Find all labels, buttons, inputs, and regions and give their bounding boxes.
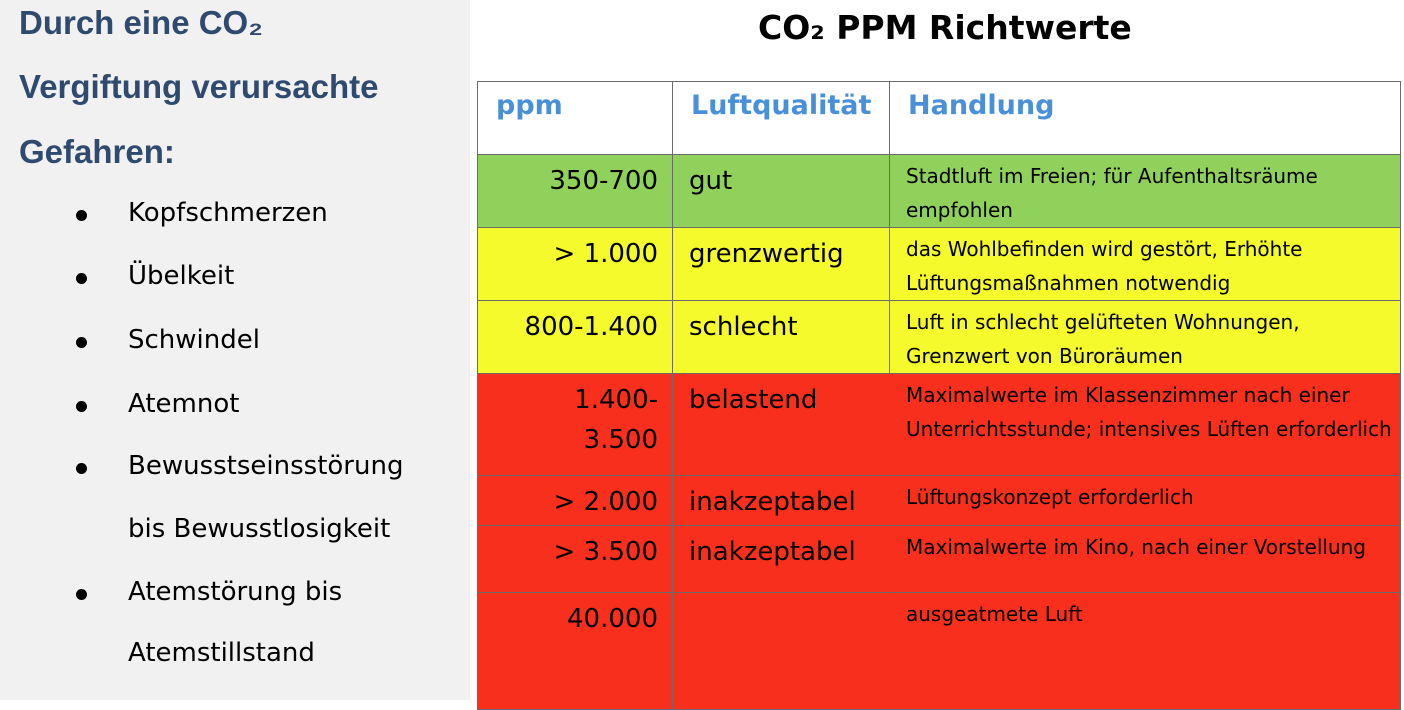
quality-cell: schlecht — [672, 300, 890, 374]
table-row: 40.000 ausgeatmete Luft — [477, 592, 1401, 710]
hazard-item: Übelkeit — [128, 261, 235, 291]
quality-cell — [672, 592, 890, 710]
action-cell: Maximalwerte im Klassenzimmer nach einer… — [889, 373, 1401, 476]
table-title: CO₂ PPM Richtwerte — [758, 8, 1132, 47]
hazard-item-continuation: Atemstillstand — [128, 638, 315, 668]
quality-cell: inakzeptabel — [672, 525, 890, 593]
hazards-panel: Durch eine CO₂ Vergiftung verursachte Ge… — [0, 0, 470, 700]
bullet-dot — [76, 210, 87, 221]
ppm-cell: > 1.000 — [477, 227, 673, 301]
table-row: 1.400-3.500 belastend Maximalwerte im Kl… — [477, 373, 1401, 476]
header-ppm: ppm — [477, 81, 673, 155]
co2-ppm-table: ppm Luftqualität Handlung 350-700 gut St… — [477, 81, 1401, 710]
action-cell: das Wohlbefinden wird gestört, Erhöhte L… — [889, 227, 1401, 301]
hazards-heading-line-2: Vergiftung verursachte — [19, 68, 379, 105]
hazard-item: Kopfschmerzen — [128, 198, 328, 228]
header-quality: Luftqualität — [672, 81, 890, 155]
action-cell: Stadtluft im Freien; für Aufenthaltsräum… — [889, 154, 1401, 228]
bullet-dot — [76, 463, 87, 474]
action-cell: Luft in schlecht gelüfteten Wohnungen, G… — [889, 300, 1401, 374]
header-action: Handlung — [889, 81, 1401, 155]
ppm-cell: 1.400-3.500 — [477, 373, 673, 476]
ppm-cell: 40.000 — [477, 592, 673, 710]
ppm-cell: > 3.500 — [477, 525, 673, 593]
quality-cell: inakzeptabel — [672, 475, 890, 526]
bullet-dot — [76, 273, 87, 284]
hazard-item: Schwindel — [128, 325, 260, 355]
quality-cell: gut — [672, 154, 890, 228]
ppm-cell: 350-700 — [477, 154, 673, 228]
table-row: > 3.500 inakzeptabel Maximalwerte im Kin… — [477, 525, 1401, 593]
hazard-item: Bewusstseinsstörung — [128, 451, 404, 481]
table-row: 350-700 gut Stadtluft im Freien; für Auf… — [477, 154, 1401, 228]
ppm-cell: 800-1.400 — [477, 300, 673, 374]
hazard-item: Atemstörung bis — [128, 577, 343, 607]
ppm-cell: > 2.000 — [477, 475, 673, 526]
table-row: > 2.000 inakzeptabel Lüftungskonzept erf… — [477, 475, 1401, 526]
hazard-item-continuation: bis Bewusstlosigkeit — [128, 514, 391, 544]
bullet-dot — [76, 589, 87, 600]
hazard-item: Atemnot — [128, 389, 240, 419]
table-row: > 1.000 grenzwertig das Wohlbefinden wir… — [477, 227, 1401, 301]
bullet-dot — [76, 337, 87, 348]
hazards-heading-line-3: Gefahren: — [19, 133, 175, 170]
quality-cell: grenzwertig — [672, 227, 890, 301]
action-cell: Lüftungskonzept erforderlich — [889, 475, 1401, 526]
quality-cell: belastend — [672, 373, 890, 476]
bullet-dot — [76, 401, 87, 412]
action-cell: ausgeatmete Luft — [889, 592, 1401, 710]
action-cell: Maximalwerte im Kino, nach einer Vorstel… — [889, 525, 1401, 593]
hazards-heading-line-1: Durch eine CO₂ — [19, 4, 263, 41]
table-header-row: ppm Luftqualität Handlung — [477, 81, 1401, 155]
table-row: 800-1.400 schlecht Luft in schlecht gelü… — [477, 300, 1401, 374]
